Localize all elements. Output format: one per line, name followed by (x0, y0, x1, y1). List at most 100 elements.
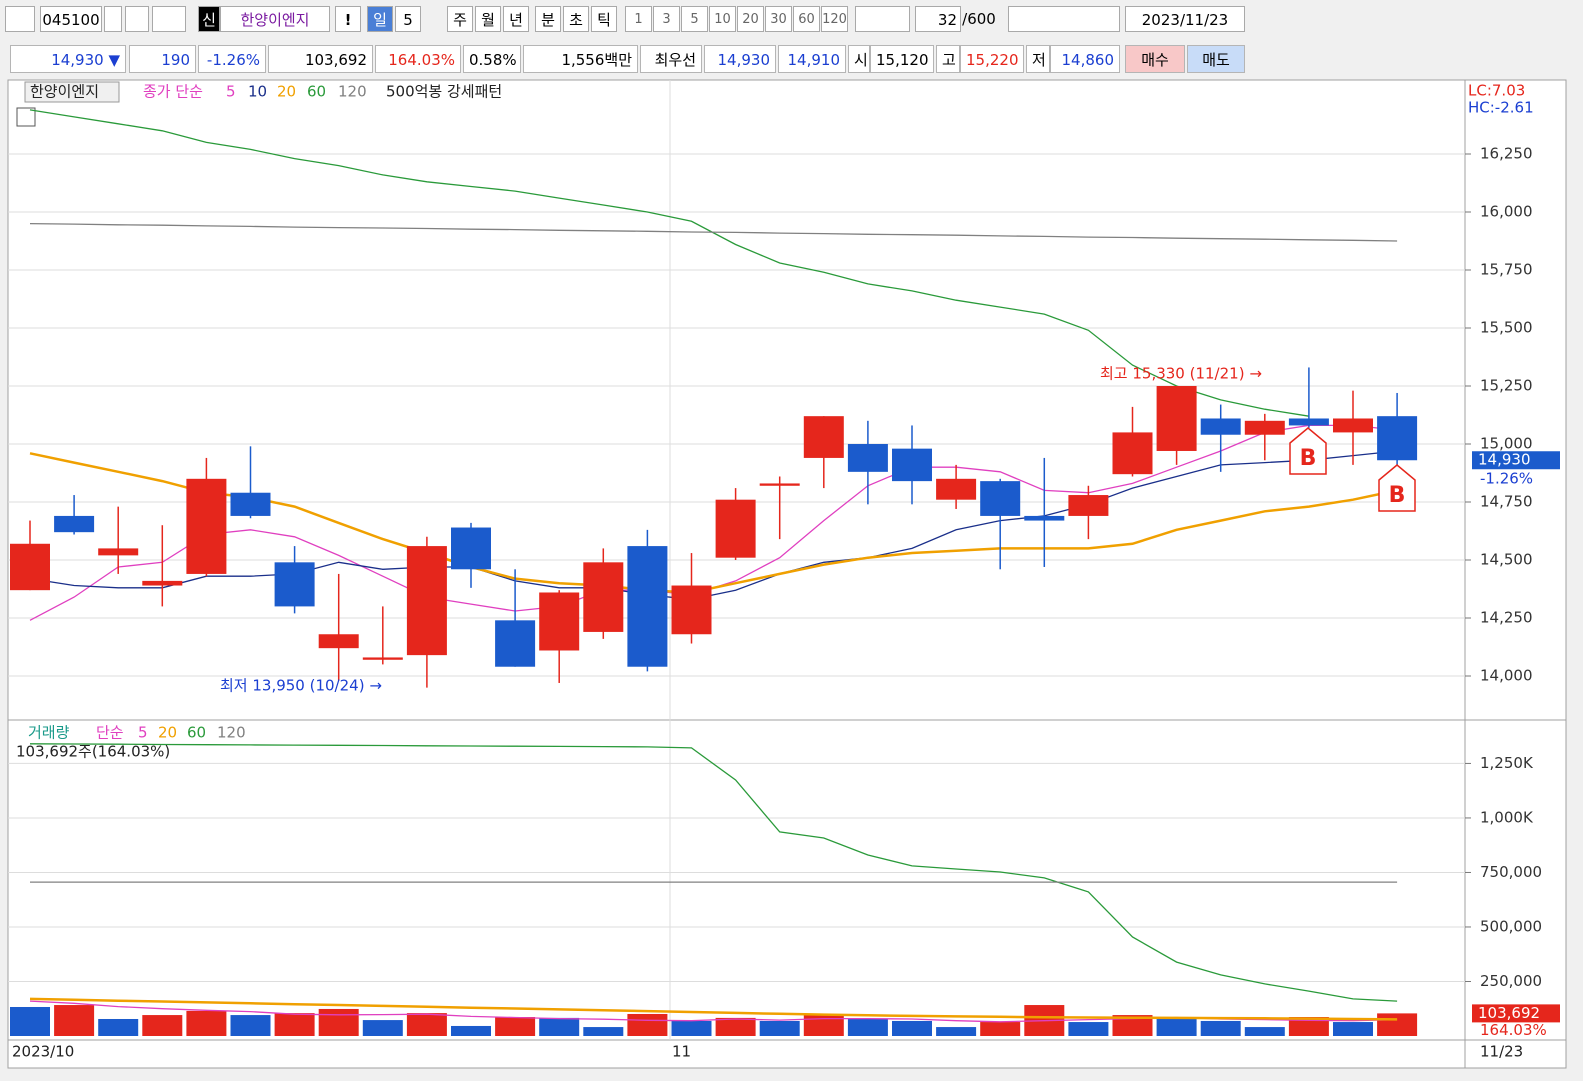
date-input[interactable]: 2023/11/23 (1125, 6, 1245, 32)
quote-volume-rate: 164.03% (375, 45, 461, 73)
menu-icon[interactable] (5, 6, 35, 32)
volume-bar (406, 1013, 447, 1036)
legend-entry: 5 (226, 83, 236, 101)
volume-bar (759, 1020, 800, 1036)
volume-bar (54, 1005, 95, 1036)
period-button[interactable]: 일 (367, 6, 393, 32)
ma-line (29, 743, 1398, 1002)
volume-bar (539, 1017, 580, 1036)
volume-bar (980, 1022, 1021, 1036)
volume-bar (583, 1027, 624, 1036)
y-tick-label: 1,000K (1480, 808, 1534, 826)
legend-entry: 120 (217, 724, 246, 742)
volume-bar (142, 1015, 183, 1036)
ma-line (29, 997, 1398, 1021)
y-tick-label: 14,750 (1480, 493, 1533, 511)
y-tick-label: 1,250K (1480, 754, 1534, 772)
search-button[interactable] (125, 6, 149, 32)
quote-change: 190 (129, 45, 196, 73)
candle-body (1200, 418, 1241, 435)
y-tick-label: 15,250 (1480, 377, 1533, 395)
quote-price: 14,930 ▼ (10, 45, 126, 73)
alert-button[interactable]: ! (335, 6, 361, 32)
quote-open-label: 시 (848, 45, 870, 73)
x-tick-label: 11/23 (1480, 1043, 1523, 1061)
candle-body (362, 657, 403, 660)
volume-bar (1244, 1027, 1285, 1036)
y-tick-label: 15,000 (1480, 435, 1533, 453)
y-tick-label: 16,250 (1480, 145, 1533, 163)
quote-buy[interactable]: 매수 (1125, 45, 1185, 73)
quote-high: 15,220 (960, 45, 1024, 73)
code-dropdown[interactable] (104, 6, 122, 32)
volume-bar (803, 1015, 844, 1036)
candle-body (803, 416, 844, 458)
chart-frame (7, 79, 1567, 1069)
interval-button[interactable]: 3 (653, 6, 680, 32)
stock-code[interactable]: 045100 (40, 6, 102, 32)
interval-button[interactable]: 5 (681, 6, 708, 32)
legend-entry: 10 (248, 83, 267, 101)
candle-body (1244, 420, 1285, 435)
last-volume-box (1472, 1004, 1560, 1023)
period-button[interactable]: 월 (475, 6, 501, 32)
quote-best: 최우선 (640, 45, 702, 73)
volume-bar (451, 1025, 491, 1036)
ma-line (29, 222, 1398, 242)
candle-body (1024, 515, 1065, 521)
quote-sell[interactable]: 매도 (1187, 45, 1245, 73)
sound-button[interactable] (152, 6, 186, 32)
badge: 신 (198, 6, 220, 32)
candle-body (10, 543, 50, 591)
y-tick-label: 14,500 (1480, 551, 1533, 569)
volume-bar (495, 1017, 536, 1036)
ma-line (29, 450, 1398, 601)
volume-bar (186, 1010, 227, 1036)
candle-body (98, 548, 139, 556)
candle-body (892, 448, 932, 482)
volume-bar (892, 1020, 932, 1036)
last-volume-rate: 164.03% (1480, 1021, 1547, 1039)
y-tick-label: 750,000 (1480, 863, 1542, 881)
last-change-label: -1.26% (1480, 470, 1533, 488)
candle-body (1377, 416, 1418, 461)
volume-bar (1333, 1022, 1373, 1036)
period-button[interactable]: 초 (563, 6, 589, 32)
legend-label: 종가 단순 (143, 83, 203, 101)
candle-body (539, 592, 580, 651)
table-icon[interactable] (16, 107, 36, 127)
interval-button[interactable]: 1 (625, 6, 652, 32)
period-button[interactable]: 주 (447, 6, 473, 32)
interval-button[interactable]: 60 (793, 6, 820, 32)
legend-entry: 120 (338, 83, 367, 101)
candle-body (1112, 432, 1153, 475)
interval-button[interactable]: 30 (765, 6, 792, 32)
period-button[interactable]: 년 (503, 6, 529, 32)
tool-icons[interactable] (1008, 6, 1120, 32)
interval-button[interactable]: 20 (737, 6, 764, 32)
last-price-label: 14,930 (1478, 451, 1531, 469)
legend-title: 한양이엔지 (30, 83, 99, 101)
period-button[interactable]: 5 (395, 6, 421, 32)
candle-body (186, 478, 227, 574)
count-input[interactable]: 32 (915, 6, 961, 32)
annotation: 최저 13,950 (10/24) → (220, 677, 382, 695)
candle-body (54, 515, 95, 533)
candle-body (759, 483, 800, 486)
quote-low: 14,860 (1050, 45, 1120, 73)
interval-button[interactable]: 120 (821, 6, 848, 32)
legend-entry: 60 (187, 724, 206, 742)
y-tick-label: 15,750 (1480, 261, 1533, 279)
period-button[interactable]: 틱 (591, 6, 617, 32)
ma-line (29, 109, 1310, 417)
volume-bar (362, 1020, 403, 1036)
candle-body (406, 546, 447, 656)
blank-box[interactable] (855, 6, 910, 32)
candle-body (495, 620, 536, 667)
legend-entry: 20 (158, 724, 177, 742)
interval-button[interactable]: 10 (709, 6, 736, 32)
period-button[interactable]: 분 (535, 6, 561, 32)
stock-name[interactable]: 한양이엔지 (220, 6, 330, 32)
quote-volume: 103,692 (268, 45, 373, 73)
